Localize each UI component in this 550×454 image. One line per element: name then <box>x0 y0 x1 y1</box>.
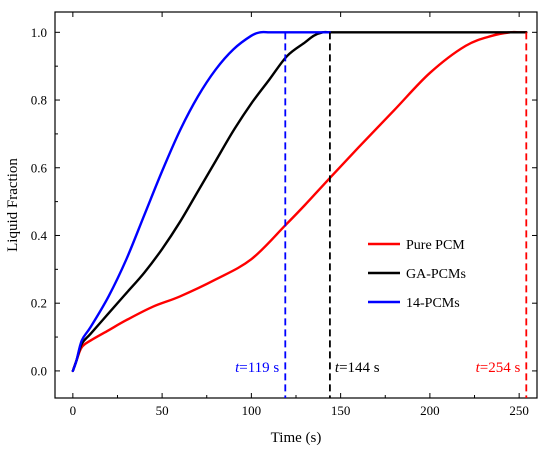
series-line-pure-pcm <box>71 30 528 373</box>
y-tick-label: 0.0 <box>31 363 47 378</box>
plot-frame <box>54 11 538 399</box>
annotation-label-144: t=144 s <box>335 360 380 376</box>
x-axis-label: Time (s) <box>271 430 322 446</box>
x-tick-label: 200 <box>420 403 440 418</box>
y-tick-label: 1.0 <box>31 25 47 40</box>
y-axis-label: Liquid Fraction <box>5 158 21 252</box>
y-tick-label: 0.6 <box>31 160 48 175</box>
series-line-ga-pcms <box>71 30 528 373</box>
x-tick-label: 100 <box>242 403 262 418</box>
x-tick-label: 50 <box>156 403 169 418</box>
legend: Pure PCM GA-PCMs 14-PCMs <box>368 238 466 311</box>
legend-label: Pure PCM <box>406 238 465 253</box>
legend-label: 14-PCMs <box>406 296 460 311</box>
y-tick-label: 0.8 <box>31 93 47 108</box>
legend-label: GA-PCMs <box>406 267 466 282</box>
annotation-label-254: t=254 s <box>476 360 521 376</box>
x-tick-label: 150 <box>331 403 351 418</box>
y-tick-label: 0.2 <box>31 296 47 311</box>
annotation-label-119: t=119 s <box>235 360 279 376</box>
y-tick-label: 0.4 <box>31 228 48 243</box>
series-line-14-pcms <box>71 30 332 373</box>
x-tick-label: 0 <box>70 403 77 418</box>
x-tick-label: 250 <box>509 403 529 418</box>
